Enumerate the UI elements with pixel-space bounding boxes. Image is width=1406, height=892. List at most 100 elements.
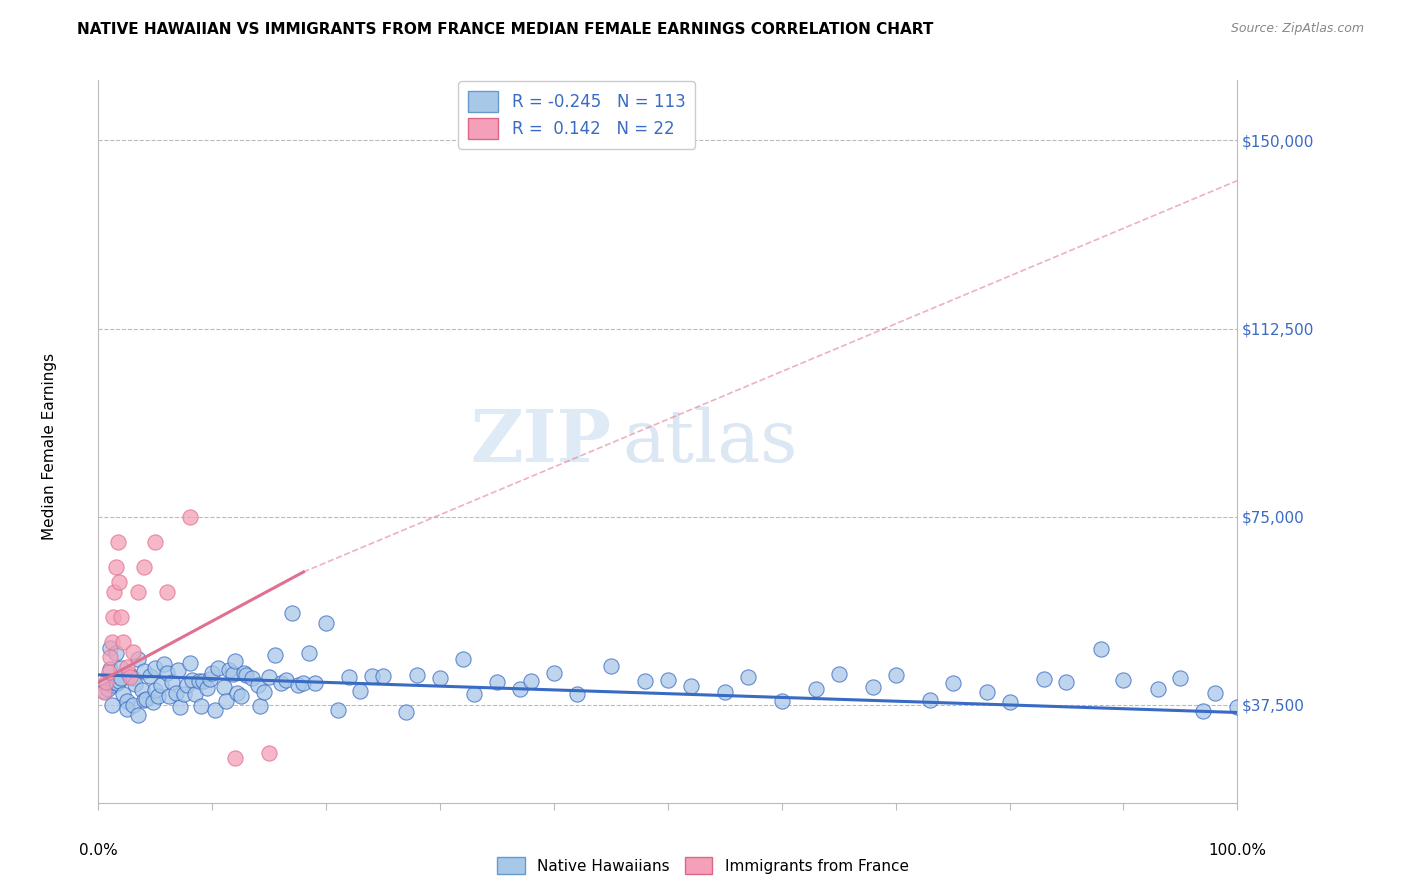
Point	[105, 676, 128, 690]
Point	[138, 669, 160, 683]
Point	[198, 672, 221, 686]
Point	[127, 708, 149, 723]
Point	[107, 534, 129, 549]
Point	[124, 677, 146, 691]
Point	[108, 673, 131, 688]
Point	[222, 667, 245, 681]
Point	[371, 669, 394, 683]
Text: ZIP: ZIP	[470, 406, 612, 477]
Text: Source: ZipAtlas.com: Source: ZipAtlas.com	[1230, 22, 1364, 36]
Point	[101, 698, 124, 713]
Text: NATIVE HAWAIIAN VS IMMIGRANTS FROM FRANCE MEDIAN FEMALE EARNINGS CORRELATION CHA: NATIVE HAWAIIAN VS IMMIGRANTS FROM FRANC…	[77, 22, 934, 37]
Point	[292, 676, 315, 690]
Point	[315, 615, 337, 630]
Point	[270, 676, 292, 690]
Point	[486, 675, 509, 690]
Point	[918, 693, 941, 707]
Point	[98, 641, 121, 656]
Point	[215, 694, 238, 708]
Point	[165, 686, 187, 700]
Point	[103, 585, 125, 599]
Point	[97, 665, 120, 680]
Point	[1146, 682, 1168, 697]
Point	[1170, 671, 1192, 685]
Text: atlas: atlas	[623, 406, 797, 477]
Point	[976, 684, 998, 698]
Point	[326, 703, 349, 717]
Point	[212, 680, 235, 694]
Point	[145, 682, 167, 697]
Point	[112, 635, 135, 649]
Point	[543, 666, 565, 681]
Point	[98, 662, 121, 676]
Point	[406, 668, 429, 682]
Point	[103, 678, 125, 692]
Point	[132, 560, 155, 574]
Point	[156, 585, 179, 599]
Point	[101, 635, 124, 649]
Point	[112, 687, 135, 701]
Point	[259, 670, 281, 684]
Point	[142, 695, 165, 709]
Point	[714, 684, 737, 698]
Point	[118, 667, 141, 681]
Point	[103, 610, 125, 624]
Point	[146, 689, 169, 703]
Point	[127, 652, 149, 666]
Point	[1054, 675, 1078, 690]
Point	[1204, 686, 1226, 700]
Point	[150, 678, 173, 692]
Point	[1192, 705, 1215, 719]
Point	[246, 678, 269, 692]
Point	[187, 674, 209, 689]
Point	[264, 648, 287, 663]
Point	[179, 509, 201, 524]
Point	[259, 746, 281, 760]
Text: Median Female Earnings: Median Female Earnings	[42, 352, 56, 540]
Point	[135, 692, 157, 706]
Point	[224, 750, 246, 764]
Point	[942, 675, 965, 690]
Point	[657, 673, 679, 688]
Point	[224, 654, 246, 668]
Point	[1226, 699, 1249, 714]
Point	[395, 706, 418, 720]
Point	[110, 661, 132, 675]
Point	[108, 574, 131, 589]
Point	[884, 668, 907, 682]
Point	[104, 675, 127, 690]
Point	[349, 684, 371, 698]
Point	[169, 700, 191, 714]
Point	[96, 682, 118, 697]
Point	[132, 693, 155, 707]
Point	[207, 661, 229, 675]
Point	[276, 673, 298, 687]
Point	[281, 606, 304, 620]
Point	[167, 663, 190, 677]
Point	[634, 674, 657, 689]
Point	[93, 685, 115, 699]
Point	[862, 681, 884, 695]
Point	[93, 684, 115, 698]
Point	[298, 646, 321, 660]
Point	[145, 660, 167, 674]
Point	[190, 698, 212, 713]
Point	[249, 699, 271, 714]
Point	[176, 678, 198, 692]
Point	[218, 663, 240, 677]
Point	[157, 689, 180, 703]
Point	[156, 665, 179, 680]
Point	[463, 687, 485, 701]
Point	[173, 687, 195, 701]
Legend: R = -0.245   N = 113, R =  0.142   N = 22: R = -0.245 N = 113, R = 0.142 N = 22	[458, 81, 696, 149]
Point	[737, 670, 759, 684]
Point	[115, 702, 138, 716]
Text: 0.0%: 0.0%	[79, 843, 118, 858]
Point	[195, 681, 218, 695]
Point	[121, 672, 143, 686]
Point	[520, 673, 543, 688]
Text: 100.0%: 100.0%	[1208, 843, 1267, 858]
Point	[1090, 641, 1112, 656]
Point	[120, 670, 142, 684]
Point	[229, 690, 252, 704]
